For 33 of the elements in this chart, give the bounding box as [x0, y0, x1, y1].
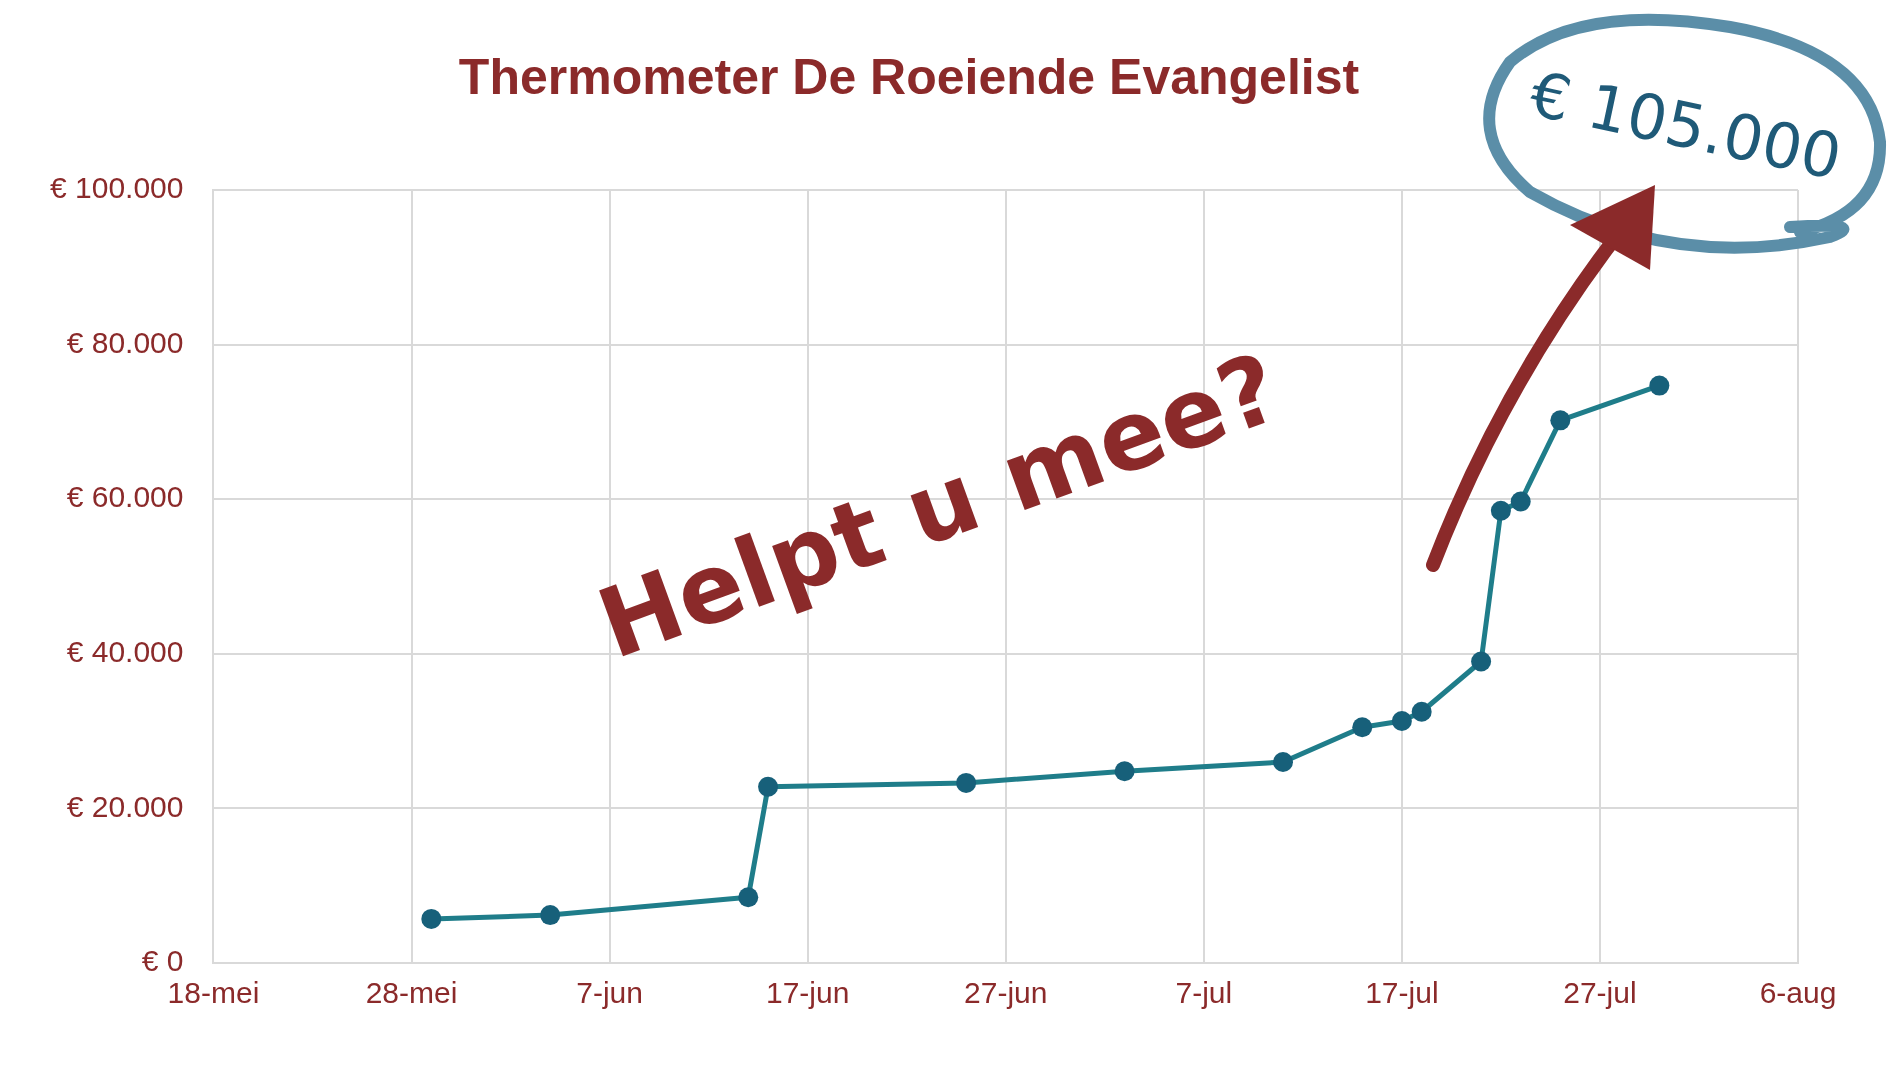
- point: [540, 905, 561, 926]
- point: [1649, 375, 1670, 396]
- point: [1273, 752, 1294, 773]
- x-tick-label: 27-jun: [964, 976, 1048, 1010]
- y-tick-label: € 100.000: [49, 171, 184, 205]
- x-tick-label: 27-jul: [1563, 976, 1637, 1010]
- annotation: Helpt u mee?: [584, 331, 1294, 681]
- point: [1510, 491, 1531, 512]
- point: [956, 772, 977, 793]
- point: [1550, 410, 1571, 431]
- point: [1114, 761, 1135, 782]
- x-tick-label: 6-aug: [1759, 976, 1837, 1010]
- x-tick-label: 28-mei: [365, 976, 458, 1010]
- x-tick-label: 7-jun: [576, 976, 643, 1010]
- y-tick-label: € 60.000: [66, 480, 184, 514]
- point: [1391, 711, 1412, 732]
- y-tick-label: € 80.000: [66, 325, 184, 359]
- point: [421, 908, 442, 929]
- x-tick-label: 7-jul: [1175, 976, 1233, 1010]
- y-tick-label: € 20.000: [66, 789, 184, 823]
- chart-title: Thermometer De Roeiende Evangelist: [458, 48, 1360, 105]
- point: [1471, 651, 1492, 672]
- x-tick-label: 17-jul: [1365, 976, 1439, 1010]
- y-tick-label: € 0: [141, 944, 184, 978]
- x-tick-label: 17-jun: [765, 976, 850, 1010]
- point: [738, 887, 759, 908]
- y-tick-label: € 40.000: [66, 635, 184, 669]
- point: [1490, 500, 1511, 521]
- point: [1352, 717, 1373, 738]
- annotation: € 105.000: [1523, 56, 1848, 194]
- x-tick-label: 18-mei: [167, 976, 260, 1010]
- point: [1411, 701, 1432, 722]
- point: [758, 776, 779, 797]
